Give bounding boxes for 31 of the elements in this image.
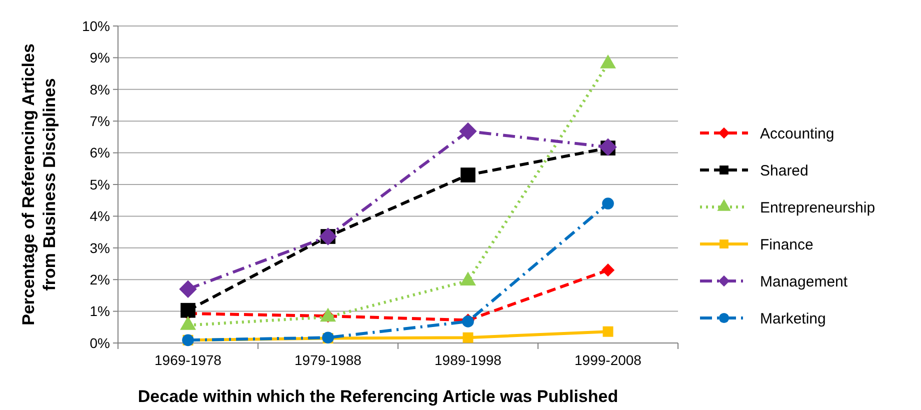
y-tick-label: 0% bbox=[90, 334, 110, 351]
legend-label: Entrepreneurship bbox=[760, 199, 876, 216]
point bbox=[602, 326, 614, 337]
y-tick-label: 7% bbox=[90, 113, 110, 129]
x-tick-label: 1989-1998 bbox=[434, 352, 502, 368]
point bbox=[460, 168, 476, 182]
point bbox=[462, 332, 474, 343]
y-tick-label: 9% bbox=[90, 50, 110, 66]
point bbox=[180, 302, 196, 318]
y-tick-label: 3% bbox=[90, 240, 110, 256]
y-axis-title: Percentage of Referencing Articles from Business Disciplines bbox=[19, 44, 59, 326]
x-tick-label: 1979-1988 bbox=[294, 352, 362, 368]
point bbox=[602, 198, 614, 210]
legend-label: Finance bbox=[760, 236, 814, 254]
y-tick-label: 6% bbox=[90, 144, 110, 161]
x-tick-label: 1999-2008 bbox=[574, 352, 642, 368]
legend-label: Accounting bbox=[760, 125, 834, 142]
legend-label: Marketing bbox=[760, 310, 826, 328]
point bbox=[179, 280, 197, 298]
y-tick-label: 1% bbox=[90, 303, 110, 320]
y-tick-label: 10% bbox=[82, 18, 110, 34]
y-tick-label: 4% bbox=[90, 208, 110, 224]
x-axis-title: Decade within which the Referencing Article was Published bbox=[138, 387, 618, 406]
legend-label: Management bbox=[760, 273, 848, 290]
y-tick-label: 2% bbox=[90, 272, 110, 288]
point bbox=[459, 122, 477, 140]
legend-label: Shared bbox=[760, 162, 808, 180]
y-tick-label: 5% bbox=[90, 176, 110, 192]
x-tick-label: 1969-1978 bbox=[154, 352, 222, 368]
y-tick-label: 8% bbox=[90, 81, 110, 98]
point bbox=[601, 264, 615, 277]
